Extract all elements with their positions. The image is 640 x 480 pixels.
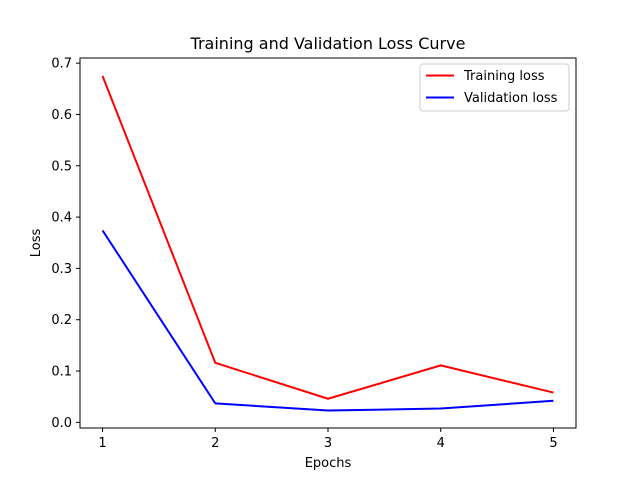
legend-label-training: Training loss <box>463 69 545 84</box>
y-tick-label: 0.4 <box>51 211 72 226</box>
legend-frame <box>419 63 570 112</box>
y-tick-label: 0.1 <box>51 365 72 380</box>
x-tick-label: 4 <box>437 436 445 451</box>
x-tick-label: 1 <box>98 436 106 451</box>
plot-area: 1 2 3 4 5 0.0 0.1 0.2 0.3 0.4 0.5 0.6 0.7 <box>51 57 577 451</box>
x-tick-label: 3 <box>324 436 332 451</box>
x-axis-ticks: 1 2 3 4 5 <box>98 428 558 451</box>
x-tick-label: 5 <box>549 436 557 451</box>
series-layer <box>101 75 554 412</box>
y-tick-label: 0.3 <box>51 262 72 277</box>
y-axis-label: Loss <box>29 229 44 258</box>
legend-label-validation: Validation loss <box>464 91 558 106</box>
y-tick-label: 0.6 <box>51 108 72 123</box>
y-axis-ticks: 0.0 0.1 0.2 0.3 0.4 0.5 0.6 0.7 <box>51 57 80 431</box>
x-tick-label: 2 <box>211 436 219 451</box>
x-axis-label: Epochs <box>305 456 352 471</box>
chart-title: Training and Validation Loss Curve <box>190 34 466 53</box>
legend: Training loss Validation loss <box>419 63 570 112</box>
y-tick-label: 0.7 <box>51 57 72 72</box>
y-tick-label: 0.0 <box>51 416 72 431</box>
y-tick-label: 0.5 <box>51 159 72 174</box>
y-tick-label: 0.2 <box>51 313 72 328</box>
